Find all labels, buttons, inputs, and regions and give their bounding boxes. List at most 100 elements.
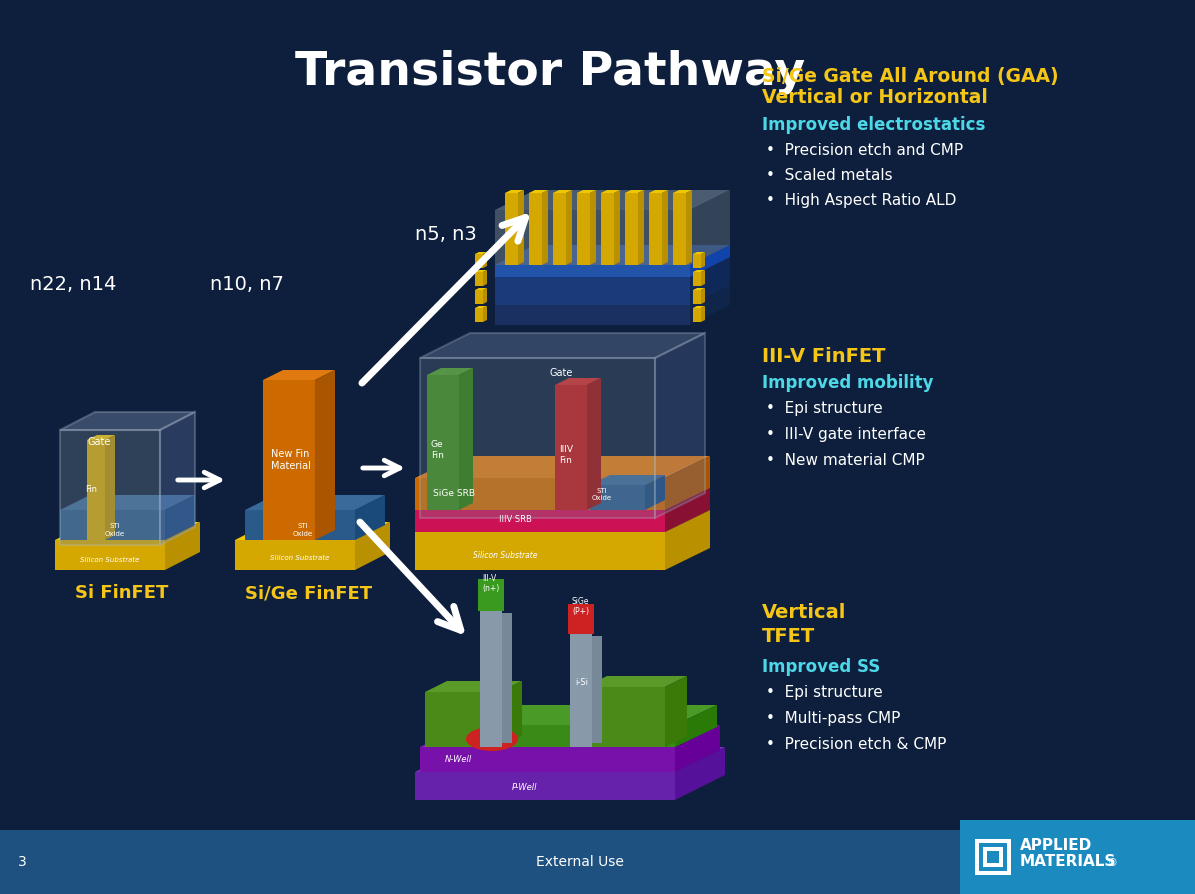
Bar [0, 830, 1195, 894]
Polygon shape [690, 257, 730, 305]
Text: i-Si: i-Si [576, 678, 588, 687]
Polygon shape [693, 272, 701, 286]
Polygon shape [505, 193, 517, 265]
Text: Silicon Substrate: Silicon Substrate [270, 555, 330, 561]
Polygon shape [662, 190, 668, 265]
Text: Ge
Fin: Ge Fin [431, 441, 443, 460]
Polygon shape [553, 190, 572, 193]
Text: •  Precision etch and CMP: • Precision etch and CMP [766, 143, 963, 158]
Bar [568, 604, 594, 634]
Polygon shape [664, 488, 710, 532]
Polygon shape [425, 692, 500, 747]
Polygon shape [529, 190, 549, 193]
Text: 3: 3 [18, 855, 26, 869]
Polygon shape [693, 270, 705, 272]
Polygon shape [645, 475, 664, 510]
Polygon shape [590, 475, 664, 485]
Polygon shape [495, 190, 730, 210]
Text: •  Precision etch & CMP: • Precision etch & CMP [766, 737, 946, 752]
Polygon shape [690, 190, 730, 265]
Polygon shape [415, 772, 675, 800]
Text: III-V FinFET: III-V FinFET [762, 347, 885, 366]
Polygon shape [415, 478, 664, 510]
Polygon shape [235, 522, 390, 540]
Text: IIIV
Fin: IIIV Fin [559, 445, 572, 465]
Polygon shape [529, 193, 543, 265]
Text: MATERIALS: MATERIALS [1021, 854, 1116, 869]
Ellipse shape [466, 727, 517, 751]
Polygon shape [673, 193, 686, 265]
Bar [592, 636, 602, 743]
Polygon shape [690, 245, 730, 277]
Polygon shape [553, 193, 566, 265]
Text: Transistor Pathway: Transistor Pathway [295, 50, 805, 95]
Polygon shape [425, 681, 522, 692]
Bar [570, 632, 592, 747]
Polygon shape [693, 288, 705, 290]
Text: Si FinFET: Si FinFET [75, 584, 168, 602]
Polygon shape [701, 270, 705, 286]
Bar [502, 613, 511, 743]
Bar [480, 609, 502, 747]
Polygon shape [590, 190, 596, 265]
Polygon shape [693, 252, 705, 254]
Polygon shape [675, 705, 717, 747]
Text: P-Well: P-Well [513, 783, 538, 792]
Polygon shape [87, 435, 115, 440]
Polygon shape [263, 370, 335, 380]
Polygon shape [55, 540, 165, 570]
Polygon shape [625, 190, 644, 193]
Polygon shape [675, 747, 725, 800]
Polygon shape [483, 252, 488, 268]
Polygon shape [165, 522, 200, 570]
Polygon shape [419, 725, 721, 747]
Polygon shape [415, 532, 664, 570]
Polygon shape [554, 385, 587, 510]
Bar [983, 847, 1003, 867]
Polygon shape [495, 277, 690, 305]
Polygon shape [701, 288, 705, 304]
Text: •  III-V gate interface: • III-V gate interface [766, 427, 926, 442]
Polygon shape [517, 190, 523, 265]
Polygon shape [664, 676, 687, 747]
Polygon shape [355, 522, 390, 570]
Polygon shape [495, 265, 690, 277]
Polygon shape [105, 435, 115, 540]
Polygon shape [427, 368, 473, 375]
Polygon shape [474, 306, 488, 308]
Text: New Fin
Material: New Fin Material [271, 449, 311, 471]
Text: Improved mobility: Improved mobility [762, 374, 933, 392]
Polygon shape [355, 495, 385, 540]
Polygon shape [60, 510, 165, 540]
Polygon shape [474, 252, 488, 254]
Polygon shape [425, 705, 717, 725]
Text: STI
Oxide: STI Oxide [592, 488, 612, 501]
Polygon shape [701, 306, 705, 322]
Polygon shape [495, 305, 690, 325]
Text: ®: ® [1108, 858, 1117, 868]
Text: Gate: Gate [88, 437, 111, 447]
Polygon shape [601, 190, 620, 193]
Bar [979, 843, 1007, 871]
Polygon shape [590, 485, 645, 510]
Polygon shape [263, 380, 315, 540]
Text: Silicon Substrate: Silicon Substrate [473, 551, 538, 560]
Text: •  Epi structure: • Epi structure [766, 401, 883, 416]
Polygon shape [675, 725, 721, 772]
Polygon shape [505, 190, 523, 193]
Text: Improved electrostatics: Improved electrostatics [762, 116, 986, 134]
Polygon shape [425, 725, 675, 747]
Polygon shape [235, 540, 355, 570]
Polygon shape [419, 333, 705, 358]
Polygon shape [638, 190, 644, 265]
Polygon shape [87, 440, 105, 540]
Text: STI
Oxide: STI Oxide [105, 524, 125, 536]
Polygon shape [625, 193, 638, 265]
Polygon shape [673, 190, 692, 193]
Polygon shape [495, 257, 730, 277]
Polygon shape [165, 495, 195, 540]
Polygon shape [543, 190, 549, 265]
Text: TFET: TFET [762, 627, 815, 646]
Polygon shape [566, 190, 572, 265]
Bar [0, 820, 1195, 830]
